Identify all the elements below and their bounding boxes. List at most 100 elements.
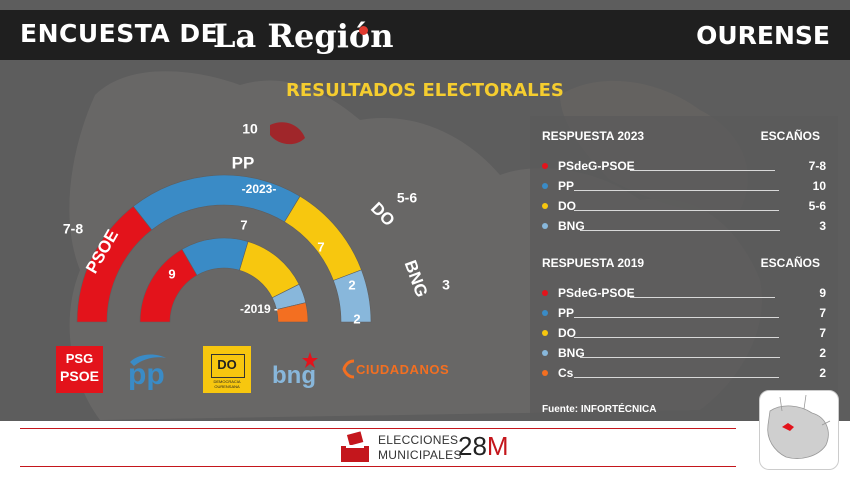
leader-line — [630, 170, 775, 171]
results-panel: RESPUESTA 2023 ESCAÑOS PSdeG-PSOE 7-8 PP… — [530, 116, 838, 421]
section-2023-seats-header: ESCAÑOS — [760, 129, 820, 143]
party-label: PP — [232, 153, 255, 172]
list-item: PP 10 — [530, 179, 838, 193]
party-name: Cs — [558, 366, 574, 380]
footer-line-top — [20, 428, 736, 429]
party-color-dot — [542, 310, 548, 316]
data-label: 5-6 — [397, 190, 417, 206]
leader-line — [574, 337, 779, 338]
cs-logo: CIUDADANOS — [342, 358, 472, 380]
party-color-dot — [542, 290, 548, 296]
section-2019-header: RESPUESTA 2019 — [542, 256, 645, 270]
party-seats: 7 — [819, 306, 826, 320]
header-city: OURENSE — [696, 21, 830, 50]
footer-date-number: 28 — [458, 431, 487, 461]
party-seats: 7 — [819, 326, 826, 340]
list-item: BNG 3 — [530, 219, 838, 233]
data-label: 7 — [317, 239, 324, 254]
party-color-dot — [542, 183, 548, 189]
chart-title: RESULTADOS ELECTORALES — [286, 80, 564, 101]
footer-bar — [0, 421, 850, 478]
data-label: 2 — [353, 311, 360, 326]
seat-arc-2023-bng — [333, 269, 372, 323]
footer-date-letter: M — [486, 431, 509, 461]
party-name: DO — [558, 199, 576, 213]
list-item: Cs 2 — [530, 366, 838, 380]
party-seats: 7-8 — [808, 159, 826, 173]
party-color-dot — [542, 203, 548, 209]
party-name: PP — [558, 179, 575, 193]
party-label: DO — [367, 199, 398, 230]
ballot-box-icon — [341, 431, 369, 462]
data-label: 3 — [442, 277, 450, 293]
footer-elecciones: ELECCIONES — [378, 433, 459, 447]
party-name: PP — [558, 306, 575, 320]
data-label: 9 — [168, 266, 175, 281]
bng-star-icon — [302, 352, 318, 368]
locator-map-shape — [767, 394, 831, 459]
party-name: BNG — [558, 219, 585, 233]
party-seats: 5-6 — [808, 199, 826, 213]
data-label: 7-8 — [63, 221, 83, 237]
party-name: BNG — [558, 346, 585, 360]
psoe-logo-top: PSG — [65, 351, 94, 366]
locator-map — [759, 390, 839, 470]
series-year-label: -2019 - — [240, 302, 278, 316]
section-2023-header: RESPUESTA 2023 — [542, 129, 645, 143]
party-seats: 2 — [819, 366, 826, 380]
cs-logo-text: CIUDADANOS — [356, 362, 450, 377]
party-seats: 9 — [819, 286, 826, 300]
bng-logo: bng — [272, 350, 322, 392]
header-title: ENCUESTA DE — [20, 19, 219, 48]
list-item: PSdeG-PSOE 7-8 — [530, 159, 838, 173]
party-label: BNG — [401, 258, 432, 300]
psoe-logo-bottom: PSOE — [60, 368, 99, 384]
party-color-dot — [542, 330, 548, 336]
list-item: PSdeG-PSOE 9 — [530, 286, 838, 300]
section-2019-seats-header: ESCAÑOS — [760, 256, 820, 270]
data-label: 2 — [348, 277, 355, 292]
footer-line-bottom — [20, 466, 736, 467]
party-seats: 3 — [819, 219, 826, 233]
seat-arc-2023-do — [284, 195, 362, 281]
leader-line — [574, 190, 779, 191]
pp-logo-text: pp — [128, 358, 165, 391]
footer-municipales: MUNICIPALES — [378, 448, 462, 462]
party-color-dot — [542, 163, 548, 169]
leader-line — [580, 230, 780, 231]
do-logo: DO DEMOCRACIA OURENSANA — [203, 346, 251, 393]
brand-dot-icon — [359, 26, 368, 35]
party-seats: 2 — [819, 346, 826, 360]
footer-date: 28M — [458, 431, 509, 462]
series-year-label: -2023- — [242, 182, 277, 196]
header-bar — [0, 10, 850, 60]
leader-line — [630, 297, 775, 298]
party-color-dot — [542, 350, 548, 356]
leader-line — [580, 357, 780, 358]
source-note: Fuente: INFORTÉCNICA — [542, 404, 657, 415]
party-name: PSdeG-PSOE — [558, 286, 635, 300]
do-logo-subtext: DEMOCRACIA OURENSANA — [213, 379, 241, 389]
party-seats: 10 — [812, 179, 826, 193]
bng-logo-text: bng — [272, 362, 316, 389]
list-item: PP 7 — [530, 306, 838, 320]
pp-logo: pp — [124, 348, 180, 392]
party-name: PSdeG-PSOE — [558, 159, 635, 173]
psoe-logo: PSG PSOE — [56, 346, 103, 393]
seat-arc-2019-cs — [276, 302, 309, 323]
brand-logo: La Región — [213, 17, 394, 55]
list-item: DO 7 — [530, 326, 838, 340]
party-color-dot — [542, 370, 548, 376]
pp-gull-icon — [130, 354, 166, 366]
data-label: 10 — [242, 121, 258, 137]
party-name: DO — [558, 326, 576, 340]
list-item: BNG 2 — [530, 346, 838, 360]
do-logo-text: DO — [217, 357, 237, 372]
cs-logo-mark-icon — [342, 359, 355, 379]
data-label: 7 — [240, 217, 247, 232]
leader-line — [574, 210, 779, 211]
leader-line — [574, 377, 779, 378]
party-color-dot — [542, 223, 548, 229]
